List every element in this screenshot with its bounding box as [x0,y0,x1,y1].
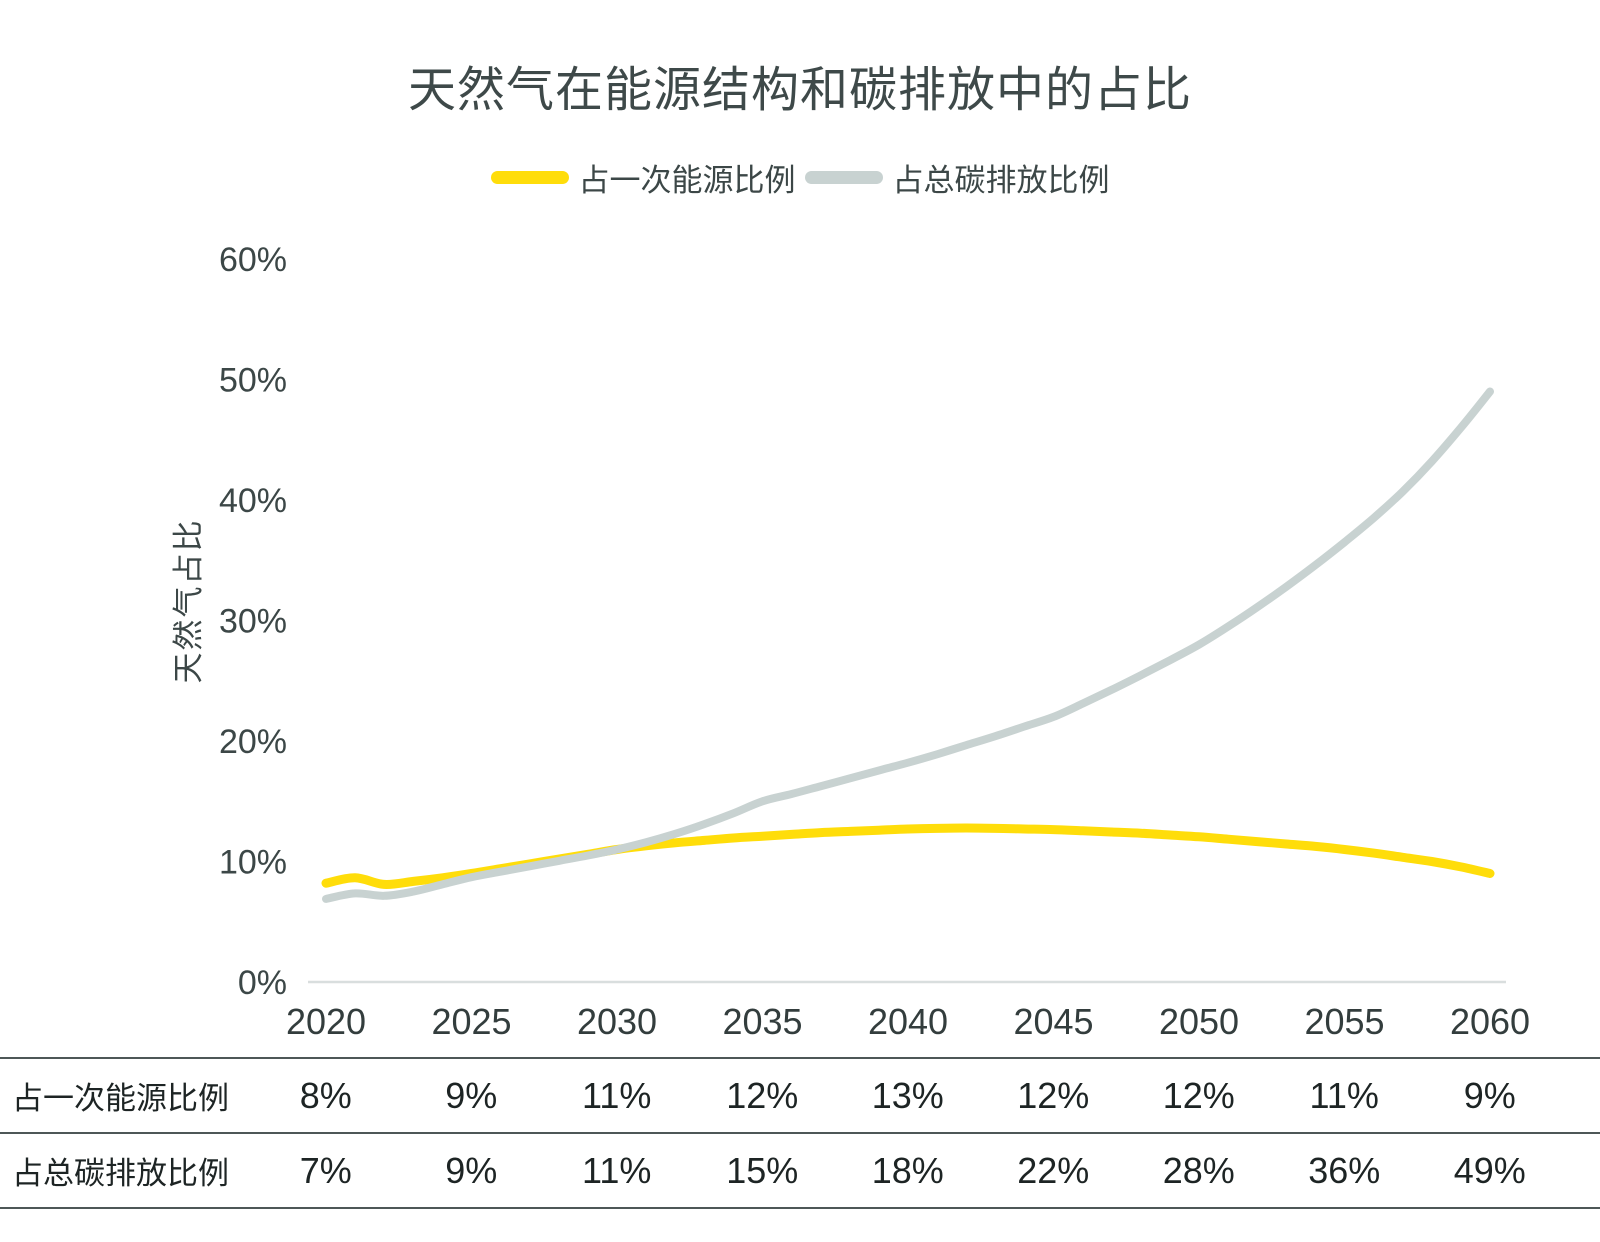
y-axis-title: 天然气占比 [171,518,206,684]
chart-title: 天然气在能源结构和碳排放中的占比 [407,64,1192,117]
line-carbon-emission [322,387,1494,903]
table-row-label: 占一次能源比例 [12,1081,229,1116]
x-tick-label: 2020 [286,1001,366,1042]
x-tick-label: 2050 [1159,1001,1239,1042]
legend-swatch-carbon-emission-icon [804,170,883,184]
table-cell: 18% [871,1149,944,1191]
x-tick-label: 2030 [577,1001,657,1042]
x-tick-label: 2055 [1304,1001,1384,1042]
y-tick-label: 30% [219,603,287,641]
table-cell: 12% [1017,1074,1090,1116]
line-primary-energy [321,823,1495,889]
table-cell: 49% [1453,1149,1526,1191]
table-cell: 13% [871,1074,944,1116]
legend-swatch-primary-energy-icon [490,170,569,184]
table-cell: 11% [582,1074,652,1116]
table-row: 占总碳排放比例 7% 9% 11% 15% 18% 22% 28% 36% 49% [0,1134,1600,1209]
table-cell: 11% [582,1149,652,1191]
table-cell: 7% [299,1149,352,1191]
legend-label-primary-energy: 占一次能源比例 [578,162,796,198]
legend-item-carbon-emission: 占总碳排放比例 [804,155,1110,200]
legend-item-primary-energy: 占一次能源比例 [490,155,796,200]
y-tick-label: 60% [219,241,287,279]
y-tick-label: 0% [238,964,287,1002]
x-tick-label: 2035 [722,1001,802,1042]
table-cell: 9% [445,1149,498,1191]
x-tick-label: 2040 [868,1001,948,1042]
table-cell: 12% [1162,1074,1235,1116]
table-cell: 22% [1017,1149,1090,1191]
y-tick-label: 10% [219,844,287,882]
table-cell: 9% [445,1074,498,1116]
x-tick-label: 2060 [1450,1001,1530,1042]
table-cell: 28% [1162,1149,1235,1191]
x-tick-label: 2045 [1013,1001,1093,1042]
table-cell: 12% [726,1074,799,1116]
y-tick-label: 40% [219,482,287,520]
table-row-label: 占总碳排放比例 [12,1156,229,1191]
legend-label-carbon-emission: 占总碳排放比例 [892,162,1110,198]
legend: 占一次能源比例 占总碳排放比例 [0,155,1600,200]
table-cell: 9% [1463,1074,1516,1116]
table-cell: 15% [726,1149,799,1191]
table-cell: 36% [1308,1149,1381,1191]
x-tick-label: 2025 [431,1001,511,1042]
table-cell: 8% [299,1074,352,1116]
y-tick-label: 20% [219,723,287,761]
table-row: 占一次能源比例 8% 9% 11% 12% 13% 12% 12% 11% 9% [0,1059,1600,1134]
y-tick-label: 50% [219,362,287,400]
data-table: 占一次能源比例 8% 9% 11% 12% 13% 12% 12% 11% 9% 占总碳排放比例 7%… [0,1057,1600,1209]
table-cell: 11% [1309,1074,1379,1116]
